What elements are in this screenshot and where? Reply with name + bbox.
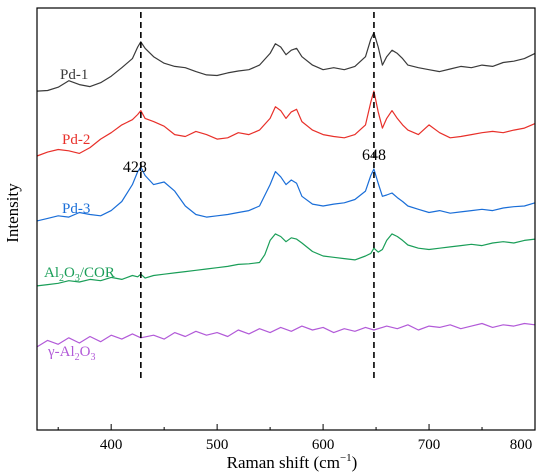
series-line-2 [36,166,536,222]
x-tick-label: 600 [312,437,335,453]
x-axis-title: Raman shift (cm−1) [227,452,358,472]
x-tick-label: 700 [418,437,441,453]
y-axis-title: Intensity [3,183,22,243]
series-line-0 [36,32,536,92]
annotation-428: 428 [123,159,147,176]
series-labels: Pd-1 Pd-2 Pd-3 Al2O3/COR γ-Al2O3 [44,67,115,363]
x-tick-label: 800 [510,437,533,453]
x-axis-title-close: ) [352,453,358,472]
series-lines [36,32,536,348]
series-line-3 [36,233,536,287]
series-label-2: Pd-3 [62,201,90,217]
x-tick-label: 500 [206,437,229,453]
series-label-4: γ-Al2O3 [47,344,95,363]
series-label-1: Pd-2 [62,132,90,148]
series-line-4 [36,322,536,348]
series-label-0: Pd-1 [60,67,88,83]
x-axis-ticks: 400 500 600 700 800 [57,424,536,453]
series-label-3: Al2O3/COR [44,265,115,284]
plot-frame [36,7,536,431]
x-tick-label: 400 [100,437,123,453]
x-axis-title-main: Raman shift (cm [227,453,340,472]
reference-lines [140,12,375,382]
x-axis-title-sup: −1 [340,452,352,464]
annotation-648: 648 [362,147,386,164]
series-line-1 [36,90,536,157]
